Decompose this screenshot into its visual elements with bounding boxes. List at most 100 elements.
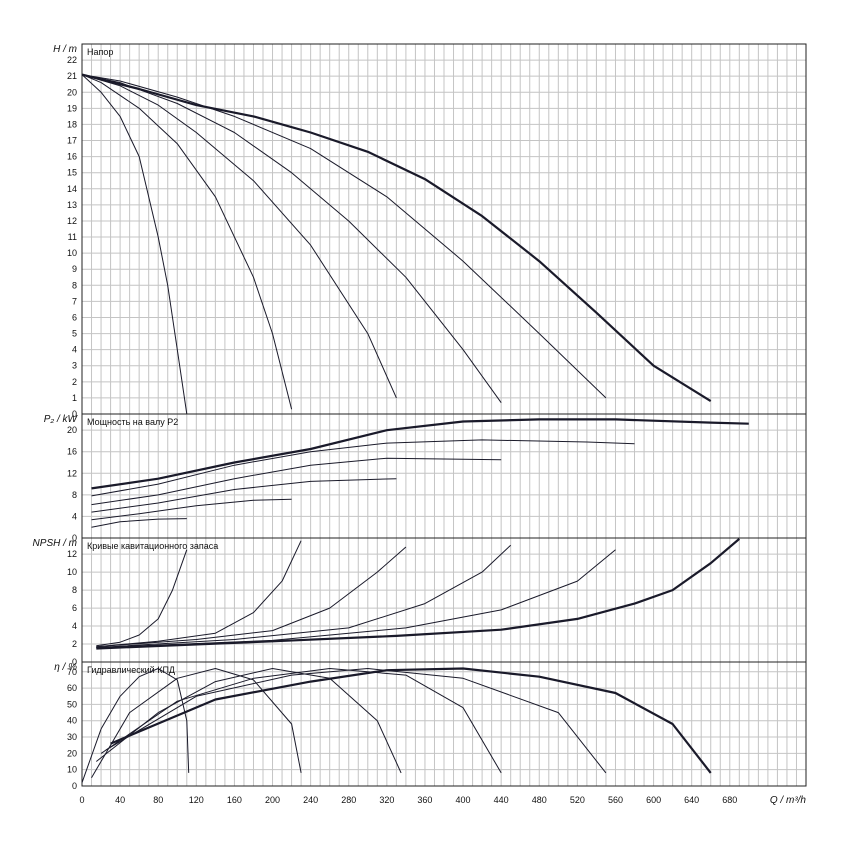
x-tick-label: 400: [456, 795, 471, 805]
y-tick-label: 1: [72, 393, 77, 403]
y-tick-label: 3: [72, 361, 77, 371]
x-tick-label: 320: [379, 795, 394, 805]
y-tick-label: 50: [67, 699, 77, 709]
y-tick-label: 20: [67, 748, 77, 758]
y-tick-label: 9: [72, 264, 77, 274]
x-tick-label: 360: [417, 795, 432, 805]
x-tick-label: 0: [79, 795, 84, 805]
y-tick-label: 10: [67, 248, 77, 258]
panel-title: Кривые кавитационного запаса: [87, 541, 218, 551]
y-tick-label: 4: [72, 511, 77, 521]
x-axis-title: Q / m³/h: [770, 795, 807, 806]
series-line: [105, 668, 607, 774]
y-tick-label: 13: [67, 200, 77, 210]
y-axis-title: NPSH / m: [33, 538, 77, 549]
x-tick-label: 120: [189, 795, 204, 805]
y-tick-label: 19: [67, 103, 77, 113]
series-line: [91, 457, 502, 506]
series-line: [91, 418, 749, 490]
y-tick-label: 2: [72, 639, 77, 649]
x-tick-label: 440: [494, 795, 509, 805]
y-tick-label: 7: [72, 296, 77, 306]
y-tick-label: 12: [67, 549, 77, 559]
panel-title: Мощность на валу P2: [87, 417, 178, 427]
y-tick-label: 10: [67, 765, 77, 775]
y-tick-label: 0: [72, 657, 77, 667]
y-tick-label: 15: [67, 168, 77, 178]
panel-title: Напор: [87, 47, 113, 57]
series-line: [96, 540, 302, 648]
series-line: [81, 74, 188, 415]
y-tick-label: 0: [72, 781, 77, 791]
series-line: [96, 544, 512, 649]
y-tick-label: 21: [67, 71, 77, 81]
series-line: [81, 74, 397, 399]
series-line: [96, 549, 616, 649]
y-tick-label: 8: [72, 490, 77, 500]
y-tick-label: 30: [67, 732, 77, 742]
y-tick-label: 12: [67, 216, 77, 226]
panel-frame: [81, 661, 807, 787]
y-tick-label: 22: [67, 55, 77, 65]
x-axis: 0 40 80 120 160 200 240 280 320 360 400 440 480 520 56…: [79, 795, 806, 806]
series-line: [95, 668, 402, 774]
x-tick-label: 600: [646, 795, 661, 805]
y-tick-label: 14: [67, 184, 77, 194]
y-tick-label: 20: [67, 87, 77, 97]
y-tick-label: 8: [72, 585, 77, 595]
y-tick-label: 11: [68, 232, 77, 242]
y-tick-label: 60: [67, 683, 77, 693]
series-line: [96, 546, 407, 648]
series-line: [81, 74, 607, 399]
y-tick-label: 4: [72, 345, 77, 355]
x-tick-label: 80: [153, 795, 163, 805]
y-tick-label: 20: [67, 425, 77, 435]
series-line: [100, 668, 502, 774]
y-axis-title: H / m: [53, 44, 77, 55]
y-tick-label: 17: [67, 136, 77, 146]
y-axis-title: η / %: [54, 662, 77, 673]
x-tick-label: 680: [722, 795, 737, 805]
series-line: [81, 668, 190, 783]
series-line: [91, 498, 292, 521]
x-tick-label: 480: [532, 795, 547, 805]
y-tick-label: 2: [72, 377, 77, 387]
x-tick-label: 640: [684, 795, 699, 805]
series-line: [91, 439, 635, 497]
y-tick-label: 12: [67, 468, 77, 478]
y-axis-title: P₂ / kW: [44, 414, 79, 425]
x-tick-label: 160: [227, 795, 242, 805]
y-tick-label: 6: [72, 603, 77, 613]
x-tick-label: 280: [341, 795, 356, 805]
panel-3: 0 10 20 30 40 50 60 70η / % Гидравлический КПД: [54, 661, 807, 791]
series-line: [81, 74, 293, 410]
x-tick-label: 240: [303, 795, 318, 805]
series-line: [110, 667, 712, 774]
y-tick-label: 40: [67, 716, 77, 726]
x-tick-label: 520: [570, 795, 585, 805]
x-tick-label: 560: [608, 795, 623, 805]
y-tick-label: 70: [67, 667, 77, 677]
y-tick-label: 10: [67, 567, 77, 577]
y-tick-label: 4: [72, 621, 77, 631]
series-line: [91, 668, 302, 779]
series-line: [81, 73, 712, 403]
y-tick-label: 16: [67, 447, 77, 457]
x-tick-label: 200: [265, 795, 280, 805]
series-line: [96, 538, 741, 650]
y-tick-label: 0: [72, 533, 77, 543]
series-line: [91, 478, 397, 513]
y-tick-label: 18: [67, 119, 77, 129]
x-tick-label: 40: [115, 795, 125, 805]
y-tick-label: 0: [72, 409, 77, 419]
panel-title: Гидравлический КПД: [87, 665, 175, 675]
y-tick-label: 8: [72, 280, 77, 290]
series-line: [96, 549, 188, 647]
y-tick-label: 6: [72, 312, 77, 322]
y-tick-label: 5: [72, 329, 77, 339]
y-tick-label: 16: [67, 152, 77, 162]
